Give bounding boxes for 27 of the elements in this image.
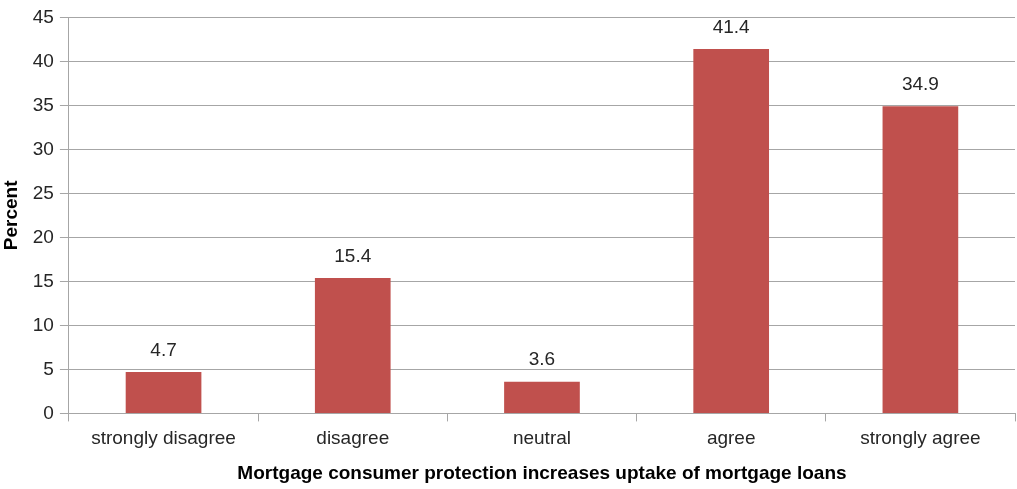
data-label: 4.7 [150,338,177,360]
y-tick-label: 5 [43,357,54,379]
y-tick-label: 15 [32,269,54,291]
x-tick-label: strongly disagree [91,427,236,449]
y-tick-label: 25 [32,181,54,203]
bar [882,106,959,413]
bar [125,372,202,413]
bar [314,277,391,413]
x-tick-label: agree [706,427,756,449]
x-tick-label: strongly agree [860,427,981,449]
bar [504,381,580,413]
y-tick-label: 10 [32,313,54,335]
y-tick-label: 0 [43,401,54,423]
y-tick-label: 40 [32,49,54,71]
x-tick-label: disagree [316,427,390,449]
x-tick-label: neutral [512,427,572,449]
data-label: 3.6 [528,348,556,370]
data-label: 15.4 [334,244,372,266]
x-axis-title: Mortgage consumer protection increases uptake of mortgage loans [237,461,847,483]
y-tick-label: 20 [32,225,54,247]
y-tick-label: 30 [32,137,54,159]
bar [693,49,770,413]
y-axis-title: Percent [0,179,21,251]
data-label: 41.4 [712,15,751,37]
y-tick-label: 45 [32,5,54,27]
data-label: 34.9 [901,73,939,95]
y-tick-label: 35 [32,93,54,115]
